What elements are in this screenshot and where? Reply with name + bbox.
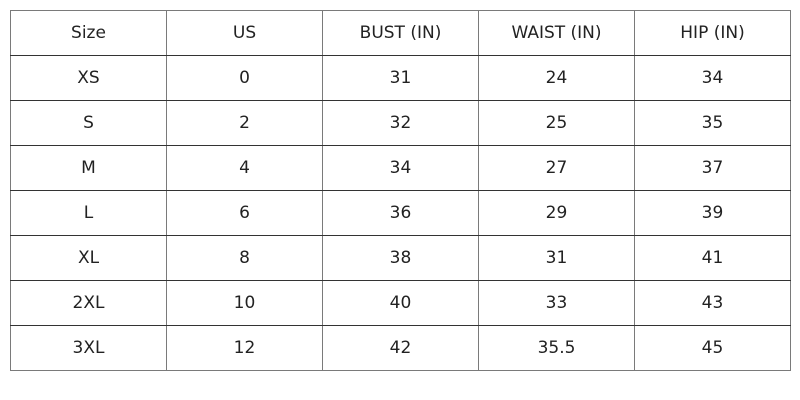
table-row: S 2 32 25 35 bbox=[10, 100, 791, 146]
table-cell: 40 bbox=[322, 280, 479, 326]
table-row: L 6 36 29 39 bbox=[10, 190, 791, 236]
table-cell: 38 bbox=[322, 235, 479, 281]
table-cell: 6 bbox=[166, 190, 323, 236]
table-cell: 2 bbox=[166, 100, 323, 146]
column-header: Size bbox=[10, 10, 167, 56]
table-cell: L bbox=[10, 190, 167, 236]
table-row: XL 8 38 31 41 bbox=[10, 235, 791, 281]
table-cell: 3XL bbox=[10, 325, 167, 371]
table-cell: 35.5 bbox=[478, 325, 635, 371]
table-cell: 8 bbox=[166, 235, 323, 281]
table-cell: 25 bbox=[478, 100, 635, 146]
table-cell: 27 bbox=[478, 145, 635, 191]
table-cell: 29 bbox=[478, 190, 635, 236]
column-header: BUST (IN) bbox=[322, 10, 479, 56]
table-cell: 12 bbox=[166, 325, 323, 371]
size-chart-table: Size US BUST (IN) WAIST (IN) HIP (IN) XS 0 31 2… bbox=[10, 10, 791, 371]
table-cell: 2XL bbox=[10, 280, 167, 326]
table-cell: M bbox=[10, 145, 167, 191]
table-cell: 41 bbox=[634, 235, 791, 281]
table-cell: 34 bbox=[322, 145, 479, 191]
table-cell: 10 bbox=[166, 280, 323, 326]
table-cell: 0 bbox=[166, 55, 323, 101]
table-cell: 37 bbox=[634, 145, 791, 191]
table-row: 3XL 12 42 35.5 45 bbox=[10, 325, 791, 371]
table-cell: XS bbox=[10, 55, 167, 101]
table-cell: 43 bbox=[634, 280, 791, 326]
header-row: Size US BUST (IN) WAIST (IN) HIP (IN) bbox=[10, 10, 791, 56]
table-cell: 39 bbox=[634, 190, 791, 236]
table-cell: 31 bbox=[478, 235, 635, 281]
table-cell: 31 bbox=[322, 55, 479, 101]
table-cell: XL bbox=[10, 235, 167, 281]
table-row: 2XL 10 40 33 43 bbox=[10, 280, 791, 326]
table-row: M 4 34 27 37 bbox=[10, 145, 791, 191]
table-cell: 45 bbox=[634, 325, 791, 371]
table-cell: S bbox=[10, 100, 167, 146]
column-header: US bbox=[166, 10, 323, 56]
table-cell: 34 bbox=[634, 55, 791, 101]
table-cell: 35 bbox=[634, 100, 791, 146]
column-header: WAIST (IN) bbox=[478, 10, 635, 56]
table-cell: 32 bbox=[322, 100, 479, 146]
column-header: HIP (IN) bbox=[634, 10, 791, 56]
table-cell: 36 bbox=[322, 190, 479, 236]
table-cell: 33 bbox=[478, 280, 635, 326]
table-cell: 4 bbox=[166, 145, 323, 191]
table-row: XS 0 31 24 34 bbox=[10, 55, 791, 101]
table-cell: 24 bbox=[478, 55, 635, 101]
table-cell: 42 bbox=[322, 325, 479, 371]
